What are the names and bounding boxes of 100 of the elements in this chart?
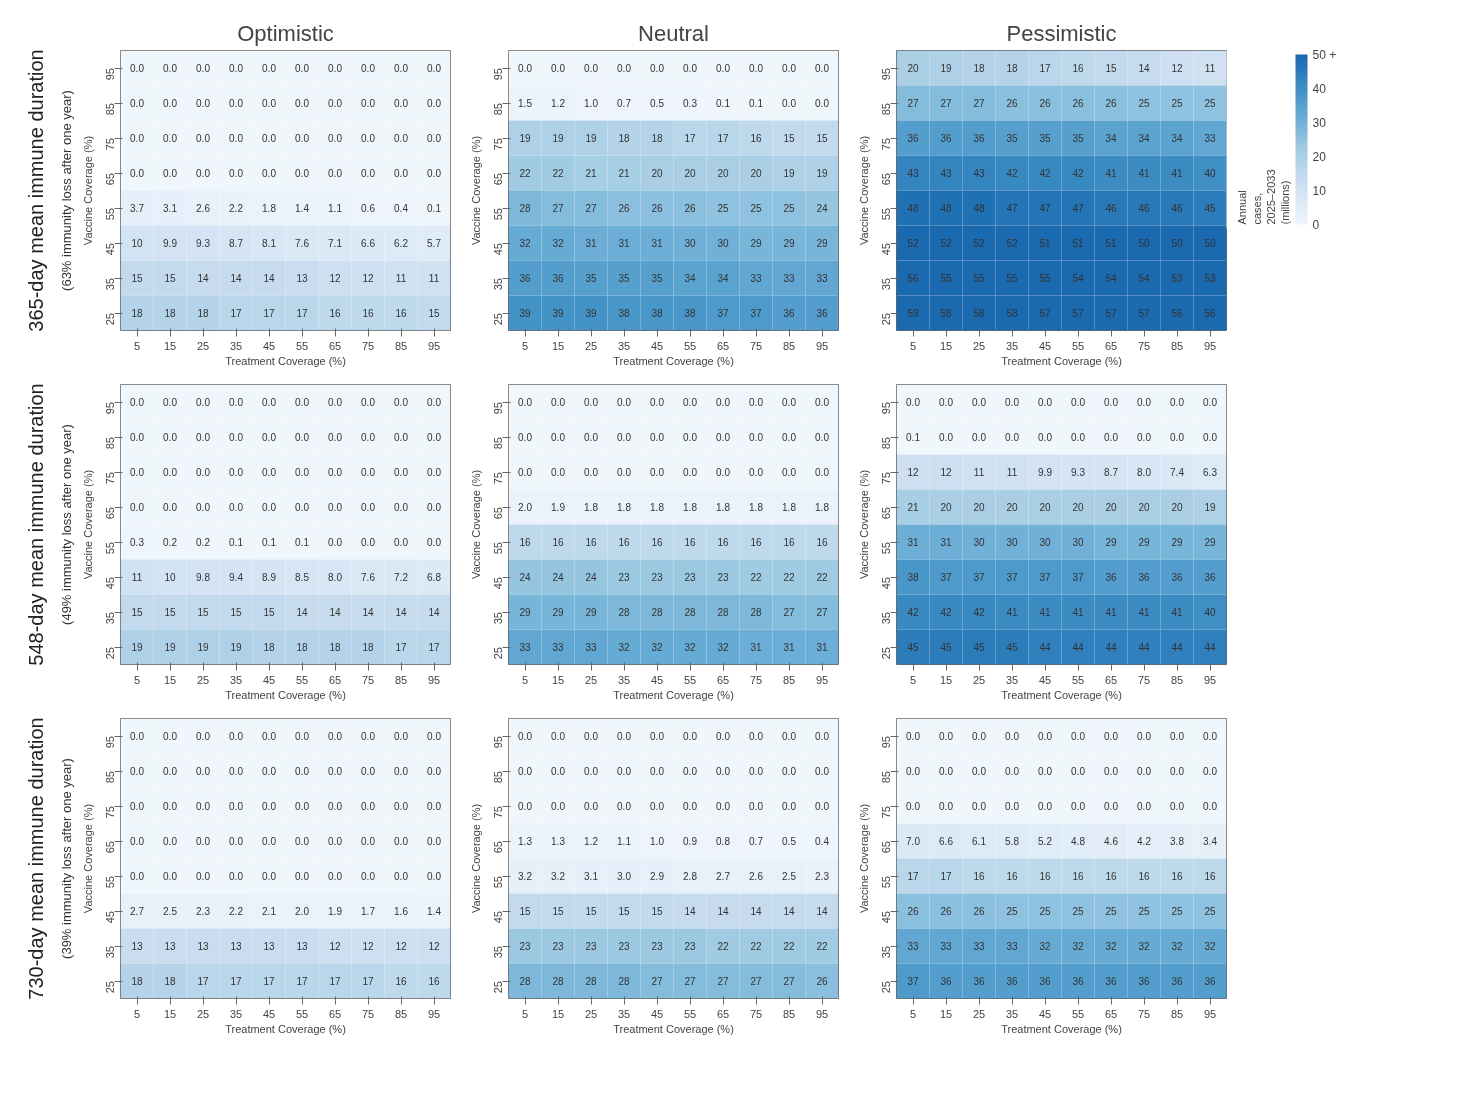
x-tick-label: 65: [1104, 673, 1118, 686]
data-label: 0.0: [815, 766, 830, 777]
data-label: 1.2: [584, 836, 599, 847]
data-label: 12: [329, 273, 341, 284]
y-tick-label: 35: [491, 945, 504, 959]
data-label: 20: [684, 168, 696, 179]
data-label: 0.1: [906, 432, 921, 443]
data-label: 35: [585, 273, 597, 284]
data-label: 25: [1204, 906, 1216, 917]
x-tick-label: 85: [1170, 339, 1184, 352]
color-bar-title: Annual cases, 2025–2033 (millions): [1236, 169, 1292, 225]
data-label: 17: [230, 976, 242, 987]
data-label: 9.3: [196, 238, 211, 249]
y-tick-label: 35: [879, 277, 892, 291]
data-label: 36: [1171, 976, 1183, 987]
data-label: 0.0: [716, 63, 731, 74]
data-label: 1.8: [584, 502, 599, 513]
data-label: 13: [197, 941, 209, 952]
data-label: 0.0: [1203, 801, 1218, 812]
data-label: 0.0: [584, 432, 599, 443]
data-label: 28: [618, 607, 630, 618]
data-label: 37: [1039, 572, 1051, 583]
data-label: 0.0: [196, 467, 211, 478]
data-label: 43: [940, 168, 952, 179]
data-label: 41: [1006, 607, 1018, 618]
data-label: 48: [940, 203, 952, 214]
y-axis-title: Vaccine Coverage (%): [81, 135, 94, 246]
data-label: 50: [1138, 238, 1150, 249]
data-label: 25: [1171, 906, 1183, 917]
data-label: 26: [1072, 98, 1084, 109]
data-label: 29: [783, 238, 795, 249]
data-label: 25: [1006, 906, 1018, 917]
data-label: 0.3: [130, 537, 145, 548]
data-label: 0.0: [617, 731, 632, 742]
data-label: 0.0: [262, 168, 277, 179]
data-label: 0.0: [229, 133, 244, 144]
data-label: 0.0: [427, 871, 442, 882]
data-label: 0.0: [130, 63, 145, 74]
data-label: 37: [1006, 572, 1018, 583]
data-label: 37: [973, 572, 985, 583]
data-label: 0.0: [939, 801, 954, 812]
x-tick-label: 35: [617, 1007, 631, 1020]
data-label: 9.3: [1071, 467, 1086, 478]
data-label: 0.0: [939, 397, 954, 408]
data-label: 22: [783, 572, 795, 583]
data-label: 22: [552, 168, 564, 179]
data-label: 0.0: [229, 397, 244, 408]
data-label: 36: [1039, 976, 1051, 987]
data-label: 11: [395, 273, 407, 284]
data-label: 0.0: [584, 467, 599, 478]
data-label: 29: [1204, 537, 1216, 548]
data-label: 23: [519, 941, 531, 952]
data-label: 0.0: [584, 63, 599, 74]
x-tick-label: 15: [163, 673, 177, 686]
data-label: 14: [1138, 63, 1150, 74]
data-label: 56: [1171, 308, 1183, 319]
data-label: 31: [783, 642, 795, 653]
data-label: 15: [618, 906, 630, 917]
x-tick-label: 65: [328, 1007, 342, 1020]
data-label: 0.0: [617, 397, 632, 408]
data-label: 41: [1171, 607, 1183, 618]
data-label: 0.0: [1104, 766, 1119, 777]
data-label: 30: [973, 537, 985, 548]
data-label: 15: [783, 133, 795, 144]
y-tick-label: 35: [103, 611, 116, 625]
data-label: 15: [585, 906, 597, 917]
data-label: 26: [1105, 98, 1117, 109]
data-label: 0.5: [782, 836, 797, 847]
data-label: 29: [519, 607, 531, 618]
data-label: 0.7: [749, 836, 764, 847]
data-label: 37: [940, 572, 952, 583]
data-label: 2.8: [683, 871, 698, 882]
data-label: 0.0: [716, 397, 731, 408]
x-tick-label: 45: [1038, 673, 1052, 686]
x-axis-title: Treatment Coverage (%): [613, 354, 734, 367]
data-label: 0.3: [683, 98, 698, 109]
data-label: 13: [230, 941, 242, 952]
data-label: 4.6: [1104, 836, 1119, 847]
y-tick-label: 75: [879, 137, 892, 151]
data-label: 18: [329, 642, 341, 653]
data-label: 17: [296, 308, 308, 319]
data-label: 16: [552, 537, 564, 548]
data-label: 19: [131, 642, 143, 653]
y-axis-title: Vaccine Coverage (%): [81, 469, 94, 580]
data-label: 22: [750, 941, 762, 952]
data-label: 0.0: [749, 801, 764, 812]
y-tick-label: 65: [879, 840, 892, 854]
data-label: 28: [618, 976, 630, 987]
y-tick-label: 25: [491, 312, 504, 326]
data-label: 0.0: [551, 467, 566, 478]
data-label: 0.0: [427, 168, 442, 179]
data-label: 38: [684, 308, 696, 319]
data-label: 0.0: [1170, 801, 1185, 812]
data-label: 12: [329, 941, 341, 952]
data-label: 0.0: [815, 98, 830, 109]
data-label: 3.8: [1170, 836, 1185, 847]
x-tick-label: 95: [1203, 673, 1217, 686]
data-label: 21: [585, 168, 597, 179]
data-label: 35: [1006, 133, 1018, 144]
data-label: 52: [1006, 238, 1018, 249]
